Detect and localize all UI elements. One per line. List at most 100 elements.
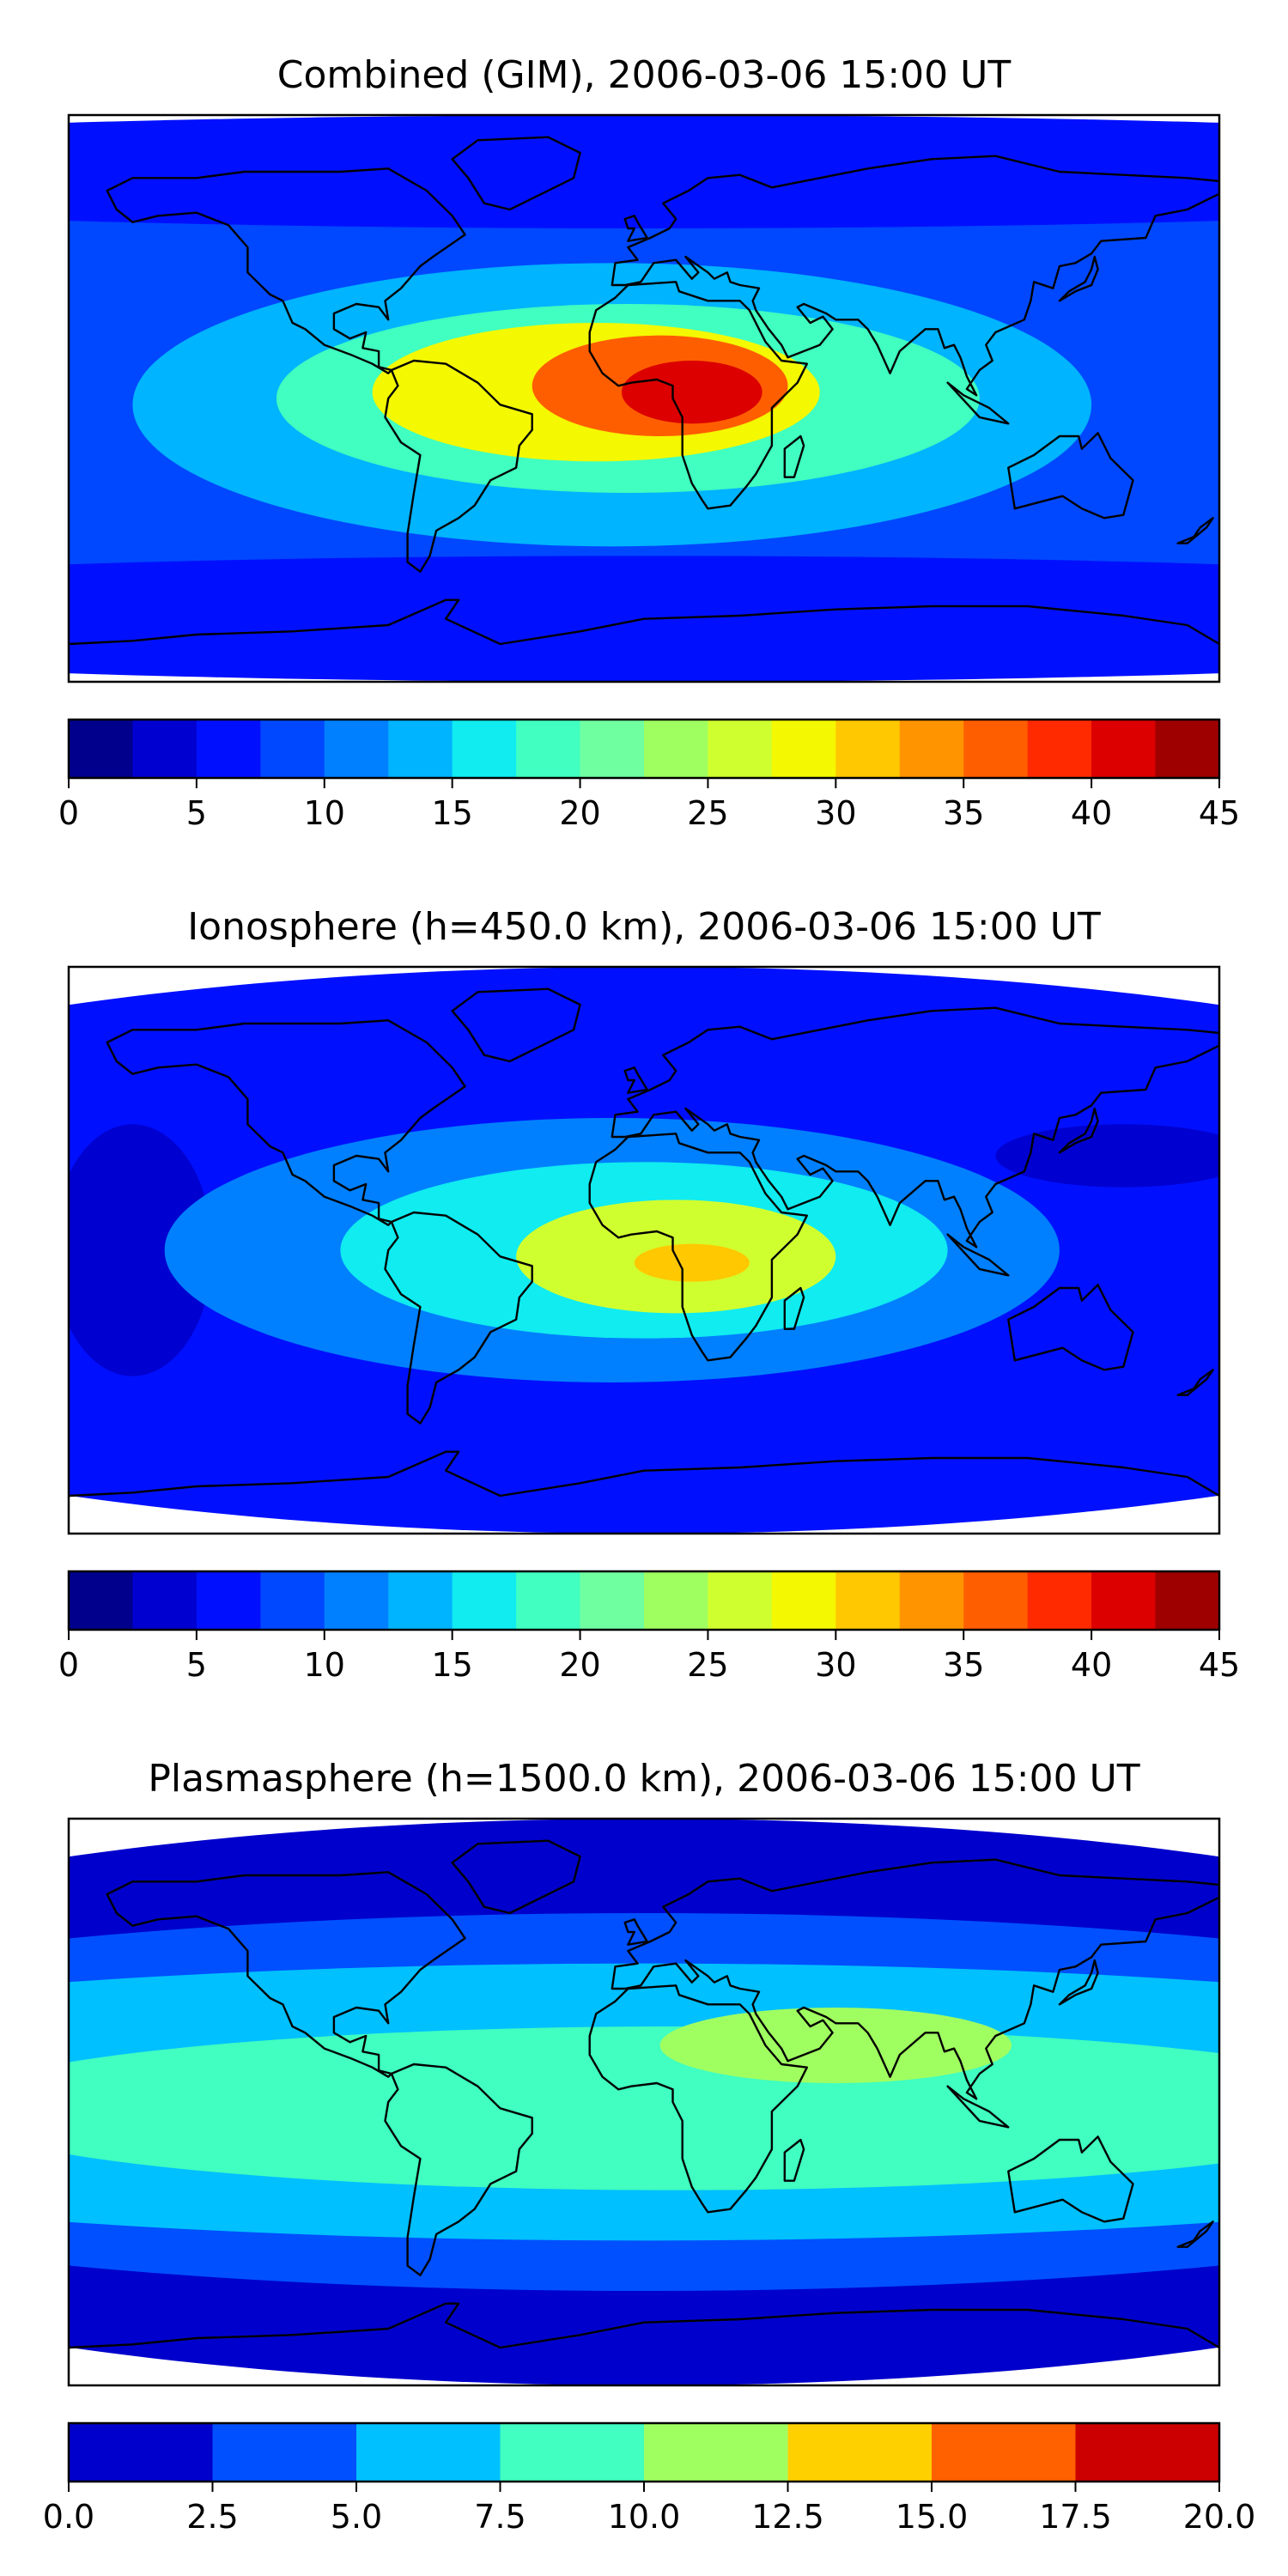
- contour-region-0-1: [69, 115, 1219, 228]
- coastline-australia: [1007, 2136, 1134, 2223]
- colorbar-tick-label-1-8: 40: [1071, 1646, 1112, 1684]
- coastline-uk: [623, 215, 648, 242]
- coastline-madagascar: [783, 1286, 805, 1330]
- colorbar-swatch-1-11: [771, 1571, 836, 1630]
- colorbar-tick-label-0-2: 10: [304, 794, 345, 832]
- colorbar-tick-label-0-8: 40: [1071, 794, 1112, 832]
- coastline-greenland: [451, 136, 581, 211]
- colorbar-swatch-0-1: [132, 720, 197, 778]
- colorbar-swatch-2-2: [356, 2423, 501, 2482]
- colorbar-1: 0 5 10 15 20 25 30 35 40 45: [58, 1570, 1240, 1684]
- colorbar-swatch-1-15: [1027, 1571, 1092, 1630]
- coastline-newZealand: [1176, 2221, 1214, 2248]
- coastline-africa: [588, 1984, 808, 2214]
- colorbar-tick-label-2-7: 17.5: [1039, 2498, 1112, 2536]
- colorbar-swatch-0-12: [835, 720, 901, 778]
- map-frame-0: [67, 113, 1221, 683]
- coastline-uk: [623, 1066, 648, 1094]
- coastline-australia: [1007, 432, 1134, 519]
- map-panel-2: [67, 1817, 1221, 2387]
- colorbar-swatch-1-17: [1155, 1571, 1220, 1630]
- coastline-madagascar: [783, 2138, 805, 2182]
- colorbar-swatch-1-16: [1091, 1571, 1157, 1630]
- coastline-greenland: [451, 1839, 581, 1915]
- colorbar-swatch-1-3: [260, 1571, 325, 1630]
- colorbar-swatch-1-0: [69, 1571, 134, 1630]
- colorbar-swatch-0-3: [260, 720, 325, 778]
- colorbar-swatch-0-6: [452, 720, 517, 778]
- coastline-northAmerica: [106, 1019, 466, 1226]
- colorbar-swatch-0-14: [963, 720, 1029, 778]
- colorbar-tick-label-1-2: 10: [304, 1646, 345, 1684]
- chart-title-combined: Combined (GIM), 2006-03-06 15:00 UT: [276, 53, 1012, 97]
- coastline-newZealand: [1176, 1369, 1214, 1396]
- coastline-antarctica: [69, 1450, 1219, 1498]
- coastline-antarctica: [69, 598, 1219, 646]
- coastline-southAmerica: [384, 359, 533, 573]
- colorbar-tick-label-0-1: 5: [186, 794, 207, 832]
- colorbar-tick-label-1-7: 35: [943, 1646, 984, 1684]
- colorbar-0: 0 5 10 15 20 25 30 35 40 45: [58, 718, 1240, 832]
- colorbar-swatch-1-12: [835, 1571, 901, 1630]
- colorbar-tick-label-0-0: 0: [58, 794, 79, 832]
- map-panel-0: [67, 113, 1221, 683]
- colorbar-swatch-1-5: [388, 1571, 453, 1630]
- coastline-madagascar: [783, 434, 805, 478]
- colorbar-tick-label-2-8: 20.0: [1183, 2498, 1256, 2536]
- colorbar-swatch-2-1: [212, 2423, 357, 2482]
- coastline-indonesia: [946, 1233, 1010, 1277]
- coastline-africa: [588, 281, 808, 510]
- colorbar-swatch-2-7: [1075, 2423, 1220, 2482]
- colorbar-tick-label-2-2: 5.0: [331, 2498, 382, 2536]
- colorbar-swatch-1-1: [132, 1571, 197, 1630]
- contour-region-1-6: [634, 1243, 750, 1282]
- colorbar-frame-0: [67, 718, 1221, 780]
- colorbar-swatch-0-9: [644, 720, 709, 778]
- colorbar-swatch-0-11: [771, 720, 836, 778]
- colorbar-tick-label-2-1: 2.5: [186, 2498, 238, 2536]
- colorbar-swatch-0-5: [388, 720, 453, 778]
- colorbar-swatch-0-0: [69, 720, 134, 778]
- colorbar-swatch-0-4: [324, 720, 389, 778]
- coastline-eurasia: [611, 1858, 1219, 2100]
- colorbar-tick-label-0-7: 35: [943, 794, 984, 832]
- chart-title-ionosphere: Ionosphere (h=450.0 km), 2006-03-06 15:0…: [187, 905, 1101, 949]
- colorbar-swatch-0-7: [516, 720, 581, 778]
- coastline-greenland: [451, 987, 581, 1063]
- coastlines-2: [69, 1839, 1219, 2349]
- contour-fills-0: [69, 115, 1219, 682]
- contour-region-1-1: [69, 1124, 213, 1376]
- colorbar-swatch-1-14: [963, 1571, 1029, 1630]
- colorbar-swatch-2-5: [787, 2423, 933, 2482]
- coastlines-1: [69, 987, 1219, 1498]
- colorbar-2: 0.0 2.5 5.0 7.5 10.0 12.5 15.0 17.5 20.0: [43, 2421, 1256, 2536]
- colorbar-frame-1: [67, 1570, 1221, 1631]
- colorbar-tick-label-1-1: 5: [186, 1646, 207, 1684]
- colorbar-swatch-1-6: [452, 1571, 517, 1630]
- colorbar-tick-label-1-3: 15: [431, 1646, 472, 1684]
- coastline-eurasia: [611, 155, 1219, 397]
- coastline-africa: [588, 1133, 808, 1362]
- colorbar-swatch-0-2: [196, 720, 261, 778]
- colorbar-tick-label-0-3: 15: [431, 794, 472, 832]
- coastline-southAmerica: [384, 2063, 533, 2276]
- colorbar-swatch-0-10: [708, 720, 773, 778]
- colorbar-tick-label-1-9: 45: [1199, 1646, 1240, 1684]
- colorbar-swatch-2-4: [644, 2423, 789, 2482]
- colorbar-swatch-1-10: [708, 1571, 773, 1630]
- colorbar-swatch-1-8: [580, 1571, 645, 1630]
- contour-region-2-3: [69, 2026, 1219, 2190]
- colorbar-tick-label-0-6: 30: [815, 794, 856, 832]
- colorbar-swatch-0-8: [580, 720, 645, 778]
- contour-region-0-7: [621, 361, 762, 424]
- colorbar-swatch-2-0: [69, 2423, 214, 2482]
- colorbar-swatch-0-17: [1155, 720, 1220, 778]
- coastline-eurasia: [611, 1006, 1219, 1249]
- map-panel-1: [67, 965, 1221, 1535]
- colorbar-tick-label-1-4: 20: [559, 1646, 600, 1684]
- coastline-northAmerica: [106, 1871, 466, 2078]
- colorbar-tick-label-1-6: 30: [815, 1646, 856, 1684]
- colorbar-tick-label-1-0: 0: [58, 1646, 79, 1684]
- coastline-uk: [623, 1918, 648, 1946]
